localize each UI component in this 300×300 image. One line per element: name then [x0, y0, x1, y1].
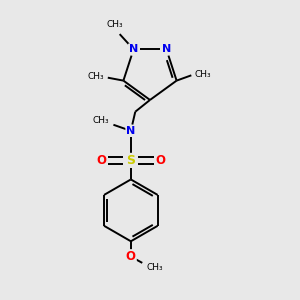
Text: N: N [129, 44, 138, 54]
Text: O: O [126, 250, 136, 263]
Text: S: S [126, 154, 135, 167]
Text: O: O [155, 154, 165, 167]
Text: CH₃: CH₃ [195, 70, 212, 79]
Text: CH₃: CH₃ [92, 116, 109, 125]
Text: N: N [126, 126, 136, 136]
Text: N: N [162, 44, 171, 54]
Text: CH₃: CH₃ [88, 72, 104, 81]
Text: O: O [96, 154, 106, 167]
Text: CH₃: CH₃ [107, 20, 124, 29]
Text: CH₃: CH₃ [147, 263, 164, 272]
